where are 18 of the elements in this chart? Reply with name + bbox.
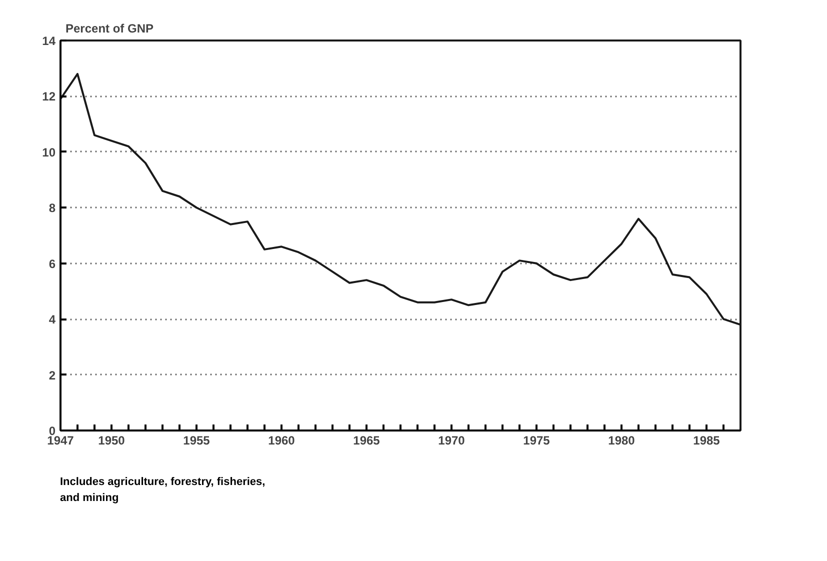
y-tick-label: 12 (42, 90, 56, 104)
y-axis-title: Percent of GNP (66, 22, 154, 36)
y-tick-label: 2 (48, 368, 56, 382)
y-tick-label: 14 (42, 34, 56, 48)
x-tick-label: 1975 (523, 434, 550, 448)
x-tick-label: 1970 (438, 434, 466, 448)
y-tick-label: 6 (48, 256, 56, 271)
y-tick-label: 8 (48, 201, 56, 216)
x-tick-label: 1985 (693, 434, 720, 448)
x-tick-label: 1955 (183, 434, 210, 448)
text: Includes agriculture, forestry, fisheries, and mining (60, 475, 266, 506)
x-tick-label: 1947 (47, 434, 74, 448)
y-tick-label: 4 (48, 312, 56, 327)
y-tick-label: 10 (42, 145, 56, 160)
x-tick-label: 1980 (608, 434, 636, 448)
x-tick-label: 1965 (353, 434, 380, 448)
x-tick-label: 1950 (98, 434, 126, 448)
x-tick-label: 1960 (268, 434, 296, 448)
